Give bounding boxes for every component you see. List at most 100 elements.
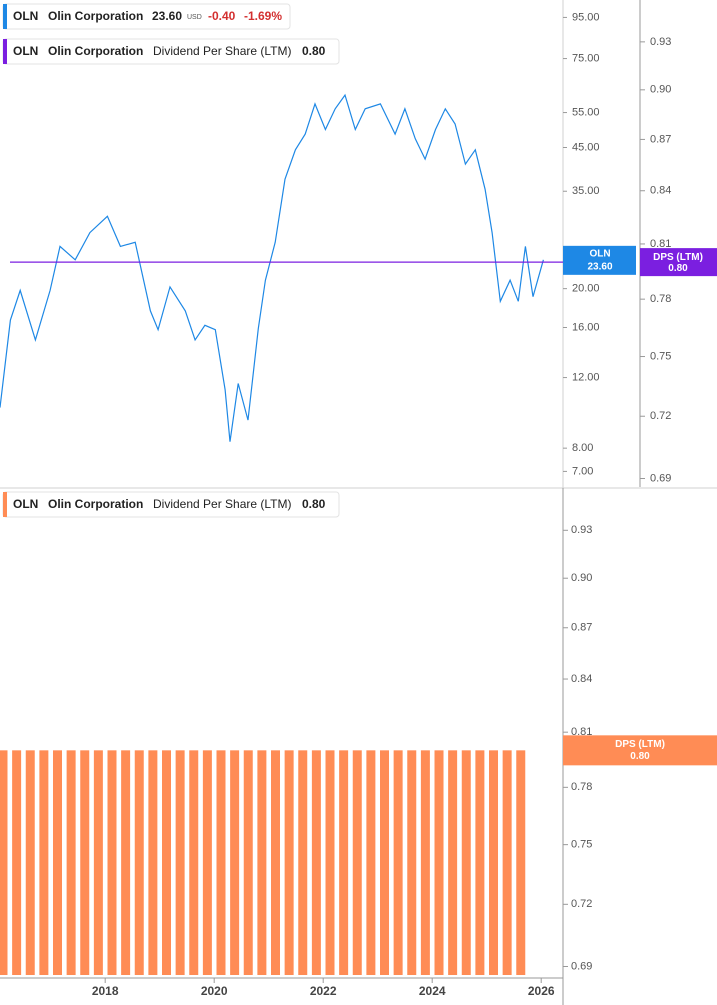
bar (407, 750, 417, 975)
y-tick-label: 0.93 (571, 524, 592, 536)
bar (66, 750, 76, 975)
bar (475, 750, 485, 975)
bar (121, 750, 131, 975)
y-tick-label: 0.72 (571, 898, 592, 910)
legend-text: -1.69% (244, 9, 282, 23)
y2-tick-label: 0.78 (650, 293, 671, 305)
tag-text: 23.60 (587, 261, 612, 272)
y-tick-label: 20.00 (572, 283, 600, 295)
legend-text: Dividend Per Share (LTM) (153, 44, 292, 58)
tag-text: OLN (589, 248, 610, 259)
bar (393, 750, 403, 975)
bar (448, 750, 458, 975)
y2-tick-label: 0.72 (650, 410, 671, 422)
bar (502, 750, 512, 975)
bar (420, 750, 430, 975)
bar (461, 750, 471, 975)
bar (434, 750, 444, 975)
y2-tick-label: 0.75 (650, 350, 671, 362)
legend-text: 0.80 (302, 497, 326, 511)
legend-swatch (3, 4, 7, 29)
bar (489, 750, 499, 975)
bar (311, 750, 321, 975)
legend-text: OLN (13, 497, 38, 511)
bar (148, 750, 158, 975)
y2-tick-label: 0.69 (650, 472, 671, 484)
bar (230, 750, 240, 975)
x-tick-label: 2026 (528, 984, 555, 998)
legend-swatch (3, 492, 7, 517)
y-tick-label: 55.00 (572, 106, 600, 118)
y2-tick-label: 0.87 (650, 133, 671, 145)
legend-text: 0.80 (302, 44, 326, 58)
bar (25, 750, 35, 975)
y-tick-label: 0.78 (571, 781, 592, 793)
legend-text: -0.40 (208, 9, 236, 23)
y-tick-label: 0.90 (571, 572, 592, 584)
bar (284, 750, 294, 975)
y-tick-label: 7.00 (572, 465, 593, 477)
tag-text: DPS (LTM) (615, 739, 665, 750)
legend-swatch (3, 39, 7, 64)
bar (93, 750, 103, 975)
bar (339, 750, 349, 975)
bar (202, 750, 212, 975)
y-tick-label: 16.00 (572, 321, 600, 333)
bar (298, 750, 308, 975)
bar (162, 750, 172, 975)
x-tick-label: 2020 (201, 984, 228, 998)
x-tick-label: 2018 (92, 984, 119, 998)
bar (80, 750, 90, 975)
bar (366, 750, 376, 975)
bar (39, 750, 49, 975)
legend-text: OLN (13, 44, 38, 58)
legend-text: 23.60 (152, 9, 182, 23)
y-tick-label: 0.81 (571, 726, 592, 738)
x-tick-label: 2024 (419, 984, 446, 998)
price-tag (563, 735, 717, 766)
bar (271, 750, 281, 975)
y-tick-label: 35.00 (572, 185, 600, 197)
bar (243, 750, 253, 975)
y-tick-label: 0.87 (571, 622, 592, 634)
y2-tick-label: 0.90 (650, 84, 671, 96)
y-tick-label: 95.00 (572, 11, 600, 23)
legend-text: OLN (13, 9, 38, 23)
legend-text: Olin Corporation (48, 9, 143, 23)
price-tag (640, 248, 717, 277)
bar (175, 750, 185, 975)
y-tick-label: 8.00 (572, 442, 593, 454)
legend-text: Olin Corporation (48, 44, 143, 58)
price-line (0, 93, 544, 442)
y-tick-label: 0.84 (571, 673, 592, 685)
x-tick-label: 2022 (310, 984, 337, 998)
bar (189, 750, 199, 975)
bar (352, 750, 362, 975)
y-tick-label: 45.00 (572, 141, 600, 153)
bar (257, 750, 267, 975)
y-tick-label: 12.00 (572, 371, 600, 383)
bar (216, 750, 226, 975)
y2-tick-label: 0.84 (650, 185, 671, 197)
bar (325, 750, 335, 975)
y-tick-label: 0.69 (571, 960, 592, 972)
y-tick-label: 75.00 (572, 52, 600, 64)
legend-text: Dividend Per Share (LTM) (153, 497, 292, 511)
y2-tick-label: 0.81 (650, 238, 671, 250)
bar (516, 750, 526, 975)
bar (107, 750, 117, 975)
bar (52, 750, 62, 975)
bar (134, 750, 144, 975)
bar (380, 750, 390, 975)
legend-text: USD (187, 14, 202, 21)
tag-text: 0.80 (668, 263, 688, 274)
y2-tick-label: 0.93 (650, 36, 671, 48)
tag-text: 0.80 (630, 751, 650, 762)
price-tag (563, 245, 636, 275)
tag-text: DPS (LTM) (653, 252, 703, 263)
legend-text: Olin Corporation (48, 497, 143, 511)
y-tick-label: 0.75 (571, 839, 592, 851)
bar (0, 750, 8, 975)
